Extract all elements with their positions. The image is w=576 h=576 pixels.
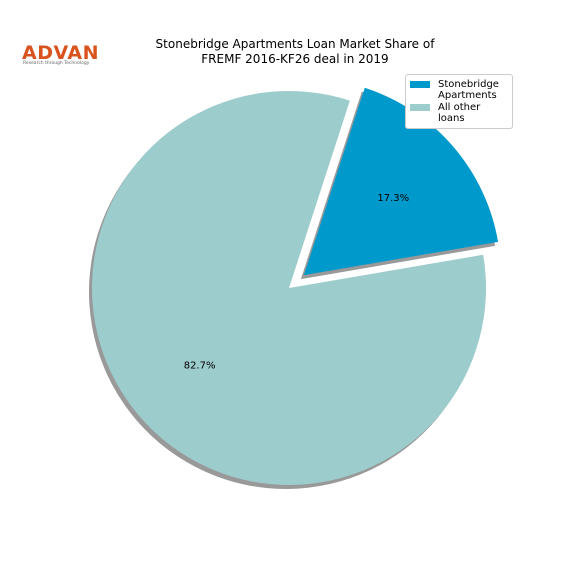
slice <box>91 91 487 485</box>
legend-label: All other loans <box>438 102 481 124</box>
slice <box>303 87 499 276</box>
legend-entry: All other loans <box>410 102 508 124</box>
value-label: 17.3% <box>377 193 409 204</box>
pie: 17.3% 82.7% <box>89 87 499 489</box>
chart-title: FREMF 2016-KF26 deal in 2019 <box>201 52 388 66</box>
legend: Stonebridge Apartments All other loans <box>405 74 513 129</box>
legend-entry: Stonebridge Apartments <box>410 79 508 101</box>
logo-name: ADVAN <box>22 42 99 64</box>
legend-label: Stonebridge Apartments <box>438 79 499 101</box>
legend-patch <box>410 81 430 88</box>
legend-patch <box>410 104 430 111</box>
value-label: 82.7% <box>184 360 216 371</box>
chart-title: Stonebridge Apartments Loan Market Share… <box>156 37 436 51</box>
logo-tagline: Research through Technology <box>23 60 90 66</box>
